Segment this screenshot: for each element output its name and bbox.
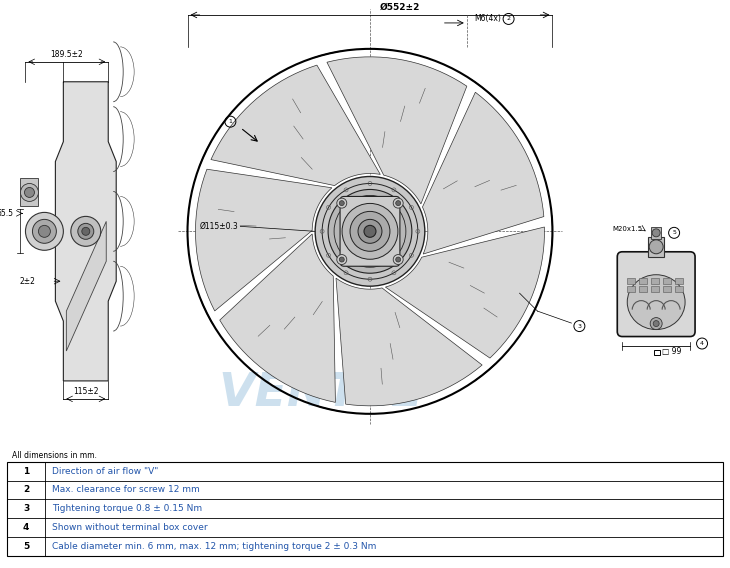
Text: Max. clearance for screw 12 mm: Max. clearance for screw 12 mm (52, 486, 199, 495)
Text: Shown without terminal box cover: Shown without terminal box cover (52, 523, 207, 532)
Circle shape (25, 187, 34, 198)
Circle shape (653, 320, 659, 327)
Text: 1: 1 (23, 466, 29, 475)
Circle shape (393, 254, 403, 265)
Polygon shape (55, 82, 116, 381)
Polygon shape (327, 57, 467, 204)
Text: Direction of air flow "V": Direction of air flow "V" (52, 466, 158, 475)
Circle shape (350, 211, 390, 251)
Bar (7, 462, 723, 556)
Text: 1: 1 (228, 119, 232, 124)
Bar (663, 286, 671, 292)
FancyBboxPatch shape (618, 252, 695, 336)
Bar (654, 349, 660, 356)
Polygon shape (385, 227, 545, 358)
Text: 2: 2 (23, 486, 29, 495)
Text: M20x1.5: M20x1.5 (612, 226, 642, 232)
Text: 3: 3 (23, 504, 29, 513)
Text: All dimensions in mm.: All dimensions in mm. (12, 451, 97, 460)
Polygon shape (423, 92, 544, 254)
Text: M6(4x): M6(4x) (474, 14, 502, 23)
FancyBboxPatch shape (340, 197, 400, 266)
Polygon shape (220, 234, 335, 402)
Text: 115±2: 115±2 (73, 387, 99, 396)
Text: 2: 2 (507, 16, 510, 22)
Circle shape (342, 203, 398, 259)
Text: 4: 4 (23, 523, 29, 532)
Circle shape (337, 254, 347, 265)
Bar (627, 278, 635, 284)
Circle shape (32, 219, 56, 243)
Text: 4: 4 (700, 341, 704, 346)
Circle shape (339, 257, 345, 262)
Bar (639, 278, 648, 284)
Circle shape (78, 223, 93, 239)
Polygon shape (211, 65, 380, 186)
Bar (651, 227, 661, 239)
Bar (675, 278, 683, 284)
Text: 2±2: 2±2 (20, 277, 36, 286)
Circle shape (396, 257, 401, 262)
Circle shape (315, 177, 425, 286)
Circle shape (393, 198, 403, 208)
Bar (651, 286, 659, 292)
Circle shape (339, 201, 345, 206)
Polygon shape (196, 169, 332, 311)
Text: 65.5: 65.5 (0, 209, 13, 218)
Circle shape (71, 216, 101, 247)
Text: 189.5±2: 189.5±2 (50, 51, 83, 59)
Polygon shape (336, 278, 482, 406)
Circle shape (26, 212, 64, 250)
Text: Ø552±2: Ø552±2 (380, 2, 420, 11)
Circle shape (358, 219, 382, 243)
Circle shape (328, 190, 412, 273)
Circle shape (650, 318, 662, 329)
Bar (639, 286, 648, 292)
Circle shape (337, 198, 347, 208)
Circle shape (649, 240, 663, 254)
Circle shape (396, 201, 401, 206)
Bar (20, 178, 39, 206)
Text: □ 99: □ 99 (662, 347, 682, 356)
Bar (627, 286, 635, 292)
Bar (651, 278, 659, 284)
Circle shape (39, 225, 50, 237)
Text: 5: 5 (672, 231, 676, 235)
Text: 3: 3 (577, 324, 581, 328)
Text: VENTEL: VENTEL (218, 371, 422, 416)
Text: 5: 5 (23, 542, 29, 551)
Bar (675, 286, 683, 292)
Circle shape (82, 227, 90, 235)
Text: Ø115±0.3: Ø115±0.3 (199, 222, 239, 231)
Circle shape (20, 183, 39, 202)
Circle shape (364, 225, 376, 237)
Polygon shape (66, 222, 107, 351)
Circle shape (652, 229, 660, 237)
Ellipse shape (627, 275, 685, 329)
Text: Tightening torque 0.8 ± 0.15 Nm: Tightening torque 0.8 ± 0.15 Nm (52, 504, 202, 513)
Bar (648, 237, 664, 257)
Text: Cable diameter min. 6 mm, max. 12 mm; tightening torque 2 ± 0.3 Nm: Cable diameter min. 6 mm, max. 12 mm; ti… (52, 542, 376, 551)
Bar (663, 278, 671, 284)
